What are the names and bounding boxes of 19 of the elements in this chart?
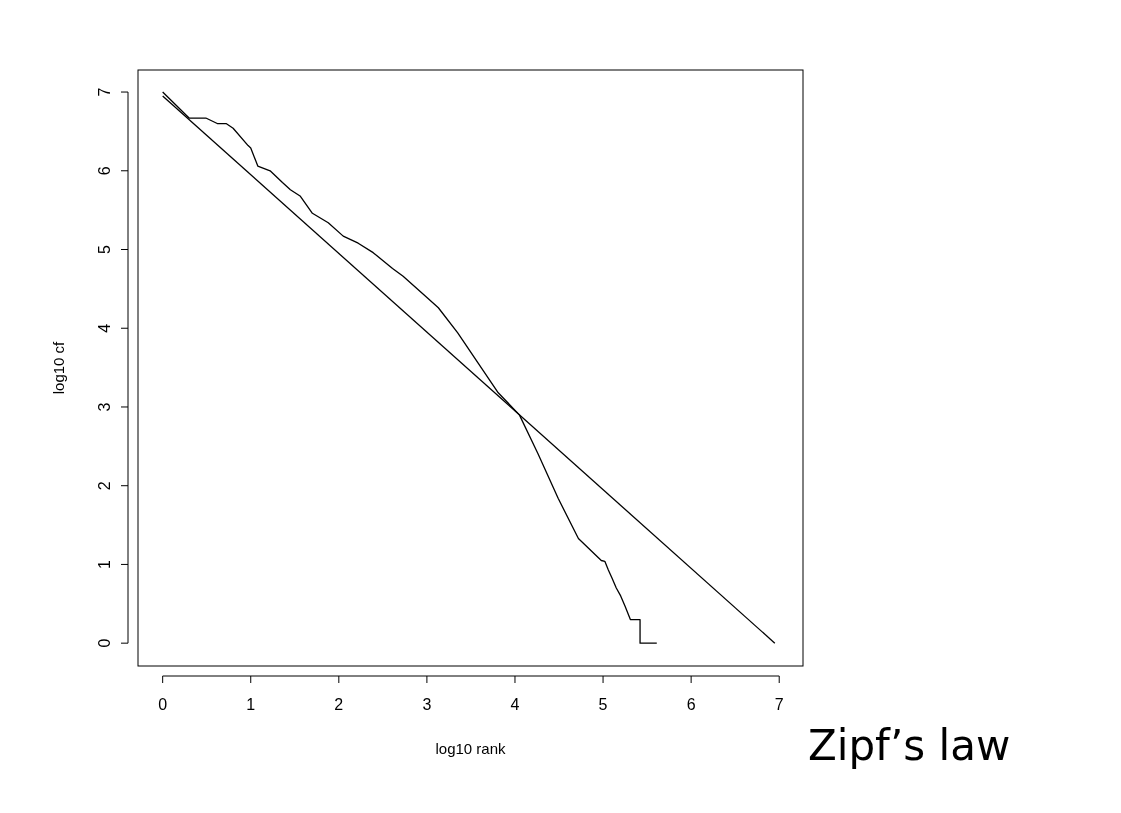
x-tick-label: 6	[686, 696, 696, 713]
text: Zipf’s law	[808, 721, 1011, 770]
y-tick-label: 0	[96, 638, 113, 648]
y-tick-label: 5	[96, 244, 113, 254]
y-tick-label: 6	[96, 166, 113, 176]
y-tick-label: 3	[96, 402, 113, 412]
y-tick-label: 4	[96, 323, 113, 333]
y-tick-label: 2	[96, 481, 113, 491]
x-axis-title: log10 rank	[435, 740, 507, 757]
y-tick-label: 1	[96, 559, 113, 569]
x-tick-label: 5	[598, 696, 608, 713]
y-tick-label: 7	[96, 87, 113, 97]
x-tick-label: 0	[158, 696, 168, 713]
x-tick-label: 2	[334, 696, 344, 713]
x-tick-label: 3	[422, 696, 432, 713]
x-tick-label: 7	[774, 696, 784, 713]
x-tick-label: 4	[510, 696, 520, 713]
y-axis-title: log10 cf	[50, 340, 67, 395]
x-tick-label: 1	[246, 696, 256, 713]
